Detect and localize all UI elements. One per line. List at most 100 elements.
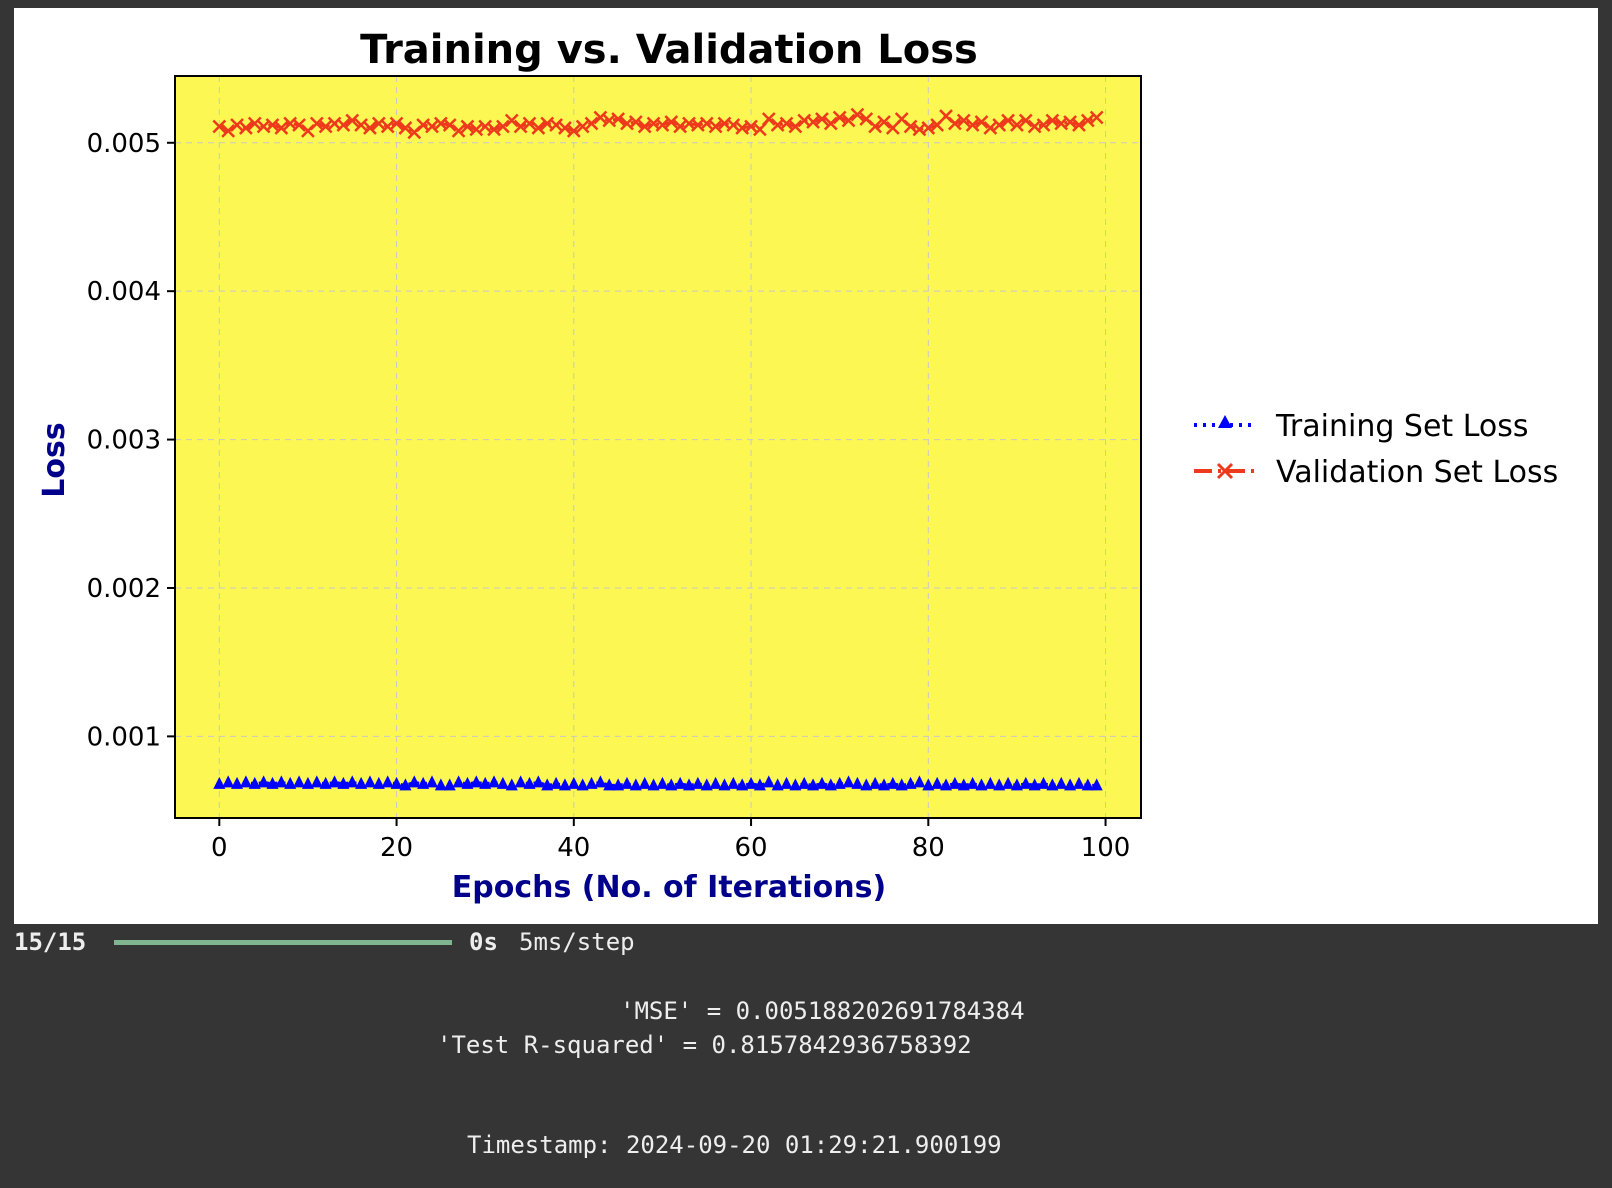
data-point [426, 775, 439, 788]
data-point [806, 115, 820, 129]
data-point [868, 119, 883, 134]
data-point [221, 124, 236, 138]
data-point [709, 776, 722, 789]
data-point [355, 776, 368, 789]
loss-chart: Training vs. Validation Loss 0 20 40 60 80 10… [37, 27, 1558, 905]
data-point [230, 118, 244, 132]
data-point [841, 113, 856, 128]
data-point [372, 776, 385, 789]
data-point [1019, 776, 1032, 789]
data-point [1028, 778, 1041, 791]
x-tick-label: 80 [912, 833, 945, 863]
data-point [727, 776, 740, 789]
data-point [452, 775, 465, 788]
data-point [762, 775, 775, 788]
data-point [567, 776, 580, 789]
y-tick-label: 0.002 [87, 574, 161, 604]
data-point [922, 778, 935, 791]
data-point [718, 778, 731, 791]
data-point [1045, 113, 1060, 128]
data-point [363, 775, 376, 788]
data-point [851, 776, 864, 789]
data-point [904, 776, 917, 789]
legend: Training Set Loss Validation Set Loss [1194, 409, 1558, 490]
data-point [292, 118, 306, 132]
data-point [895, 778, 908, 791]
data-point [460, 119, 475, 134]
data-point [488, 775, 501, 788]
data-point [1037, 776, 1050, 789]
data-point [541, 778, 554, 791]
data-point [309, 116, 324, 131]
data-point [408, 775, 421, 788]
data-point [336, 118, 351, 132]
data-point [815, 112, 829, 126]
x-tick-label: 100 [1081, 833, 1131, 863]
data-point [381, 775, 394, 788]
legend-entry-training: Training Set Loss [1194, 409, 1529, 444]
data-point [664, 115, 679, 129]
data-point [576, 778, 589, 791]
data-point [566, 124, 581, 138]
data-point [363, 121, 377, 135]
r-squared-output: 'Test R-squared' = 0.8157842936758392 [437, 1031, 972, 1059]
data-point [417, 776, 430, 789]
data-point [824, 778, 837, 791]
x-axis-label: Epochs (No. of Iterations) [452, 870, 886, 905]
x-marker-icon [1216, 462, 1234, 480]
y-tick-label: 0.005 [87, 129, 161, 159]
timestamp-output: Timestamp: 2024-09-20 01:29:21.900199 [467, 1131, 1002, 1159]
data-point [956, 113, 971, 128]
data-point [931, 776, 944, 789]
data-point [247, 116, 262, 131]
data-point [877, 115, 891, 129]
data-point [461, 776, 474, 789]
data-point [522, 116, 537, 131]
data-point [612, 778, 625, 791]
data-point [345, 113, 360, 128]
data-point [222, 775, 235, 788]
data-point [850, 107, 865, 122]
data-point [966, 776, 979, 789]
data-point [1081, 778, 1094, 791]
axis-ticks: 0 20 40 60 80 100 0.001 0.002 0.003 0.004 0.005 [87, 129, 1131, 863]
data-point [780, 776, 793, 789]
data-point [832, 110, 847, 125]
data-point [284, 776, 297, 789]
mse-output: 'MSE' = 0.005188202691784384 [620, 997, 1025, 1025]
data-point [301, 776, 314, 789]
data-point [823, 116, 838, 131]
data-point [683, 778, 696, 791]
data-point [265, 118, 280, 132]
data-point [992, 118, 1007, 132]
data-point [647, 778, 660, 791]
data-point [975, 778, 988, 791]
data-point [575, 119, 590, 134]
data-point [558, 778, 571, 791]
data-point [451, 124, 466, 138]
data-point [1036, 118, 1051, 132]
data-point [1090, 778, 1103, 791]
data-point [993, 778, 1006, 791]
data-point [337, 776, 350, 789]
data-point [921, 121, 936, 135]
data-point [584, 116, 599, 131]
data-point [1080, 113, 1095, 128]
data-point [655, 118, 670, 132]
data-point [603, 778, 616, 791]
data-point [745, 776, 758, 789]
data-point [665, 778, 678, 791]
data-point [637, 119, 652, 134]
progress-bar-fill [114, 940, 452, 945]
data-point [983, 121, 998, 135]
data-point [700, 778, 713, 791]
series-layer [212, 107, 1104, 791]
cropped-top-output-line [0, 0, 1612, 8]
data-point [239, 121, 253, 135]
progress-count: 15/15 [14, 928, 87, 956]
plot-frame [174, 75, 1142, 819]
data-point [1055, 776, 1068, 789]
data-point [257, 775, 270, 788]
data-point [594, 775, 607, 788]
data-point [442, 118, 457, 132]
